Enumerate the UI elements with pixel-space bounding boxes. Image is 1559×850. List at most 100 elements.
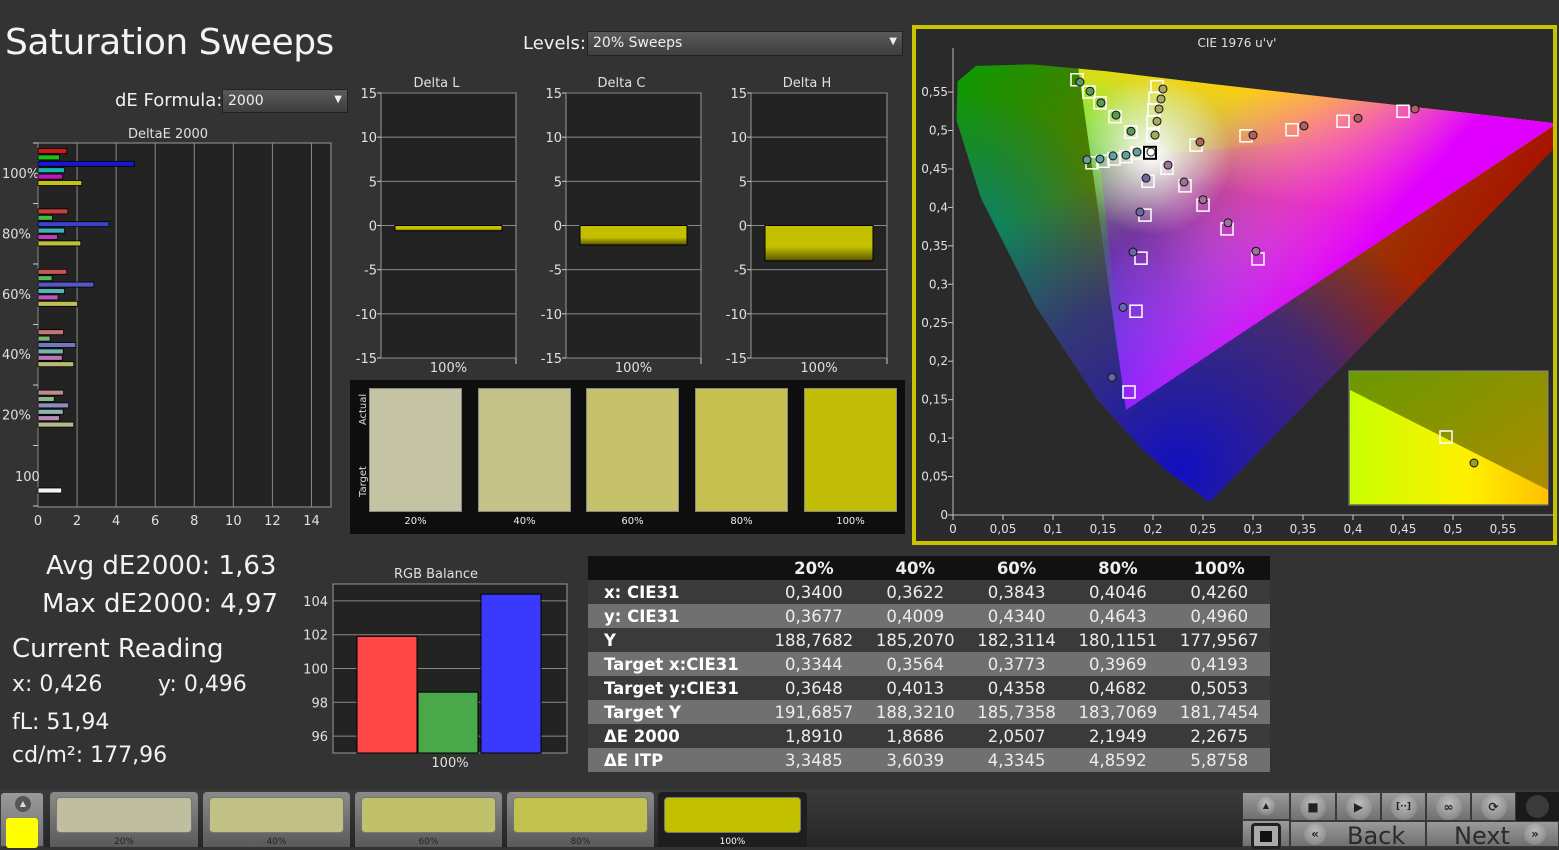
levels-select[interactable]: 20% Sweeps ▼: [587, 31, 903, 56]
cell-value: 0,3564: [864, 652, 966, 676]
measure-bracket-icon: [··]: [1390, 793, 1417, 820]
cie-measured-cyan: [1095, 154, 1105, 164]
play-button[interactable]: ▶: [1336, 792, 1381, 821]
cie-measured-red: [1353, 113, 1363, 123]
patch-tab-100%[interactable]: 100%: [658, 792, 807, 847]
cie-measured-green: [1096, 98, 1106, 108]
cell-value: 183,7069: [1067, 700, 1169, 724]
header-cell: 20%: [763, 556, 865, 580]
double-chevron-right-icon: »: [1524, 823, 1546, 845]
cell-value: 4,8592: [1067, 748, 1169, 772]
table-row: ΔE 2000 1,8910 1,8686 2,0507 2,1949 2,2675: [588, 724, 1270, 748]
max-de: Max dE2000: 4,97: [42, 589, 279, 619]
cie-measured-yellow: [1152, 116, 1162, 126]
deltaL-y-tick-label: 0: [369, 220, 377, 235]
cie-x-tick-label: 0,15: [1090, 522, 1117, 536]
formula-label: dE Formula:: [115, 90, 223, 111]
cell-value: 0,4960: [1168, 604, 1270, 628]
deltaH-y-tick-label: 0: [739, 220, 747, 235]
up-button[interactable]: ▲: [1242, 792, 1290, 820]
deltaH-y-tick-label: 15: [730, 87, 747, 102]
deltae-bar-magenta: [37, 173, 64, 180]
cell-value: 0,5053: [1168, 676, 1270, 700]
deltae-bar-cyan: [37, 348, 64, 355]
cell-value: 2,2675: [1168, 724, 1270, 748]
rgb-bar-1: [417, 691, 479, 754]
cell-value: 180,1151: [1067, 628, 1169, 652]
deltaC-y-tick-label: 10: [545, 131, 562, 146]
color-up-button[interactable]: ▲: [0, 792, 44, 848]
cie-x-tick-label: 0,1: [1043, 522, 1062, 536]
chevron-down-icon: ▼: [334, 94, 342, 105]
deltae-bar-blue: [37, 402, 70, 409]
cell-value: 3,3485: [763, 748, 865, 772]
patch-tab-60%[interactable]: 60%: [355, 792, 502, 847]
row-label: Y: [588, 628, 764, 652]
cie-measured-red: [1195, 137, 1205, 147]
deltaC-y-tick-label: -15: [541, 352, 562, 367]
stop-square-button[interactable]: [1242, 820, 1290, 849]
cie-y-tick-label: 0,25: [921, 316, 948, 330]
patch-label: 100%: [719, 837, 746, 847]
measure-button[interactable]: [··]: [1381, 792, 1426, 821]
cie-measured-blue: [1107, 372, 1117, 382]
patch-tab-40%[interactable]: 40%: [203, 792, 350, 847]
cie-x-tick-label: 0,05: [990, 522, 1017, 536]
cell-value: 3,6039: [864, 748, 966, 772]
cie-measured-green: [1085, 86, 1095, 96]
cell-value: 5,8758: [1168, 748, 1270, 772]
cie-target-red: [1336, 114, 1350, 129]
table-row: y: CIE31 0,3677 0,4009 0,4340 0,4643 0,4960: [588, 604, 1270, 628]
cie-measured-yellow: [1150, 130, 1160, 140]
cie-y-tick-label: 0,4: [929, 200, 948, 214]
patch-tab-20%[interactable]: 20%: [50, 792, 198, 847]
cell-value: 191,6857: [763, 700, 865, 724]
deltae-bar-cyan: [37, 167, 65, 174]
deltae-bar-magenta: [37, 354, 63, 361]
deltae-bar-red: [37, 208, 69, 215]
next-label: Next: [1454, 822, 1510, 850]
deltae-bar-magenta: [37, 415, 60, 422]
deltaL-y-tick-label: -15: [356, 352, 377, 367]
cie-y-tick-label: 0,45: [921, 162, 948, 176]
deltae-bar-red: [37, 389, 64, 396]
deltaL-y-tick-label: -5: [364, 264, 377, 279]
next-button[interactable]: Next »: [1426, 821, 1559, 850]
patch-tab-80%[interactable]: 80%: [507, 792, 654, 847]
deltaH-title: Delta H: [783, 76, 832, 91]
up-arrow-icon: ▲: [1257, 797, 1275, 815]
back-button[interactable]: « Back: [1290, 821, 1426, 850]
formula-select[interactable]: 2000 ▼: [222, 89, 348, 113]
deltae-bar-green: [37, 154, 60, 161]
cell-value: 0,3969: [1067, 652, 1169, 676]
cie-measured-cyan: [1108, 151, 1118, 161]
cie-measured-blue: [1135, 207, 1145, 217]
cell-value: 0,4009: [864, 604, 966, 628]
cell-value: 0,3773: [965, 652, 1068, 676]
deltaH-bar-shade: [765, 225, 873, 261]
stop-button[interactable]: ■: [1290, 792, 1336, 821]
back-label: Back: [1347, 822, 1406, 850]
cie-target-blue: [1134, 251, 1148, 265]
deltae-bar-yellow: [37, 300, 79, 307]
cie-measured-blue: [1128, 247, 1138, 257]
header-cell: 100%: [1168, 556, 1270, 580]
row-label: ΔE ITP: [588, 748, 764, 772]
refresh-button[interactable]: ⟳: [1471, 792, 1516, 821]
cie-x-tick-label: 0,2: [1143, 522, 1162, 536]
swatch-60%: [586, 388, 679, 512]
cie-x-tick-label: 0,3: [1243, 522, 1262, 536]
deltae-plot-area: [37, 142, 332, 508]
deltae-x-tick-label: 0: [34, 514, 42, 529]
deltaL-category-label: 100%: [430, 361, 467, 376]
loop-button[interactable]: ∞: [1426, 792, 1471, 821]
deltae-x-tick-label: 10: [225, 514, 242, 529]
cie-x-tick-label: 0,25: [1190, 522, 1217, 536]
levels-value: 20% Sweeps: [593, 35, 683, 51]
swatch-100%: [804, 388, 897, 512]
cie-target-green: [1124, 125, 1138, 139]
levels-label: Levels:: [523, 33, 586, 54]
cie-measured-magenta: [1223, 218, 1233, 228]
deltae-bar-red: [37, 329, 64, 336]
stop-icon: ■: [1300, 793, 1326, 820]
